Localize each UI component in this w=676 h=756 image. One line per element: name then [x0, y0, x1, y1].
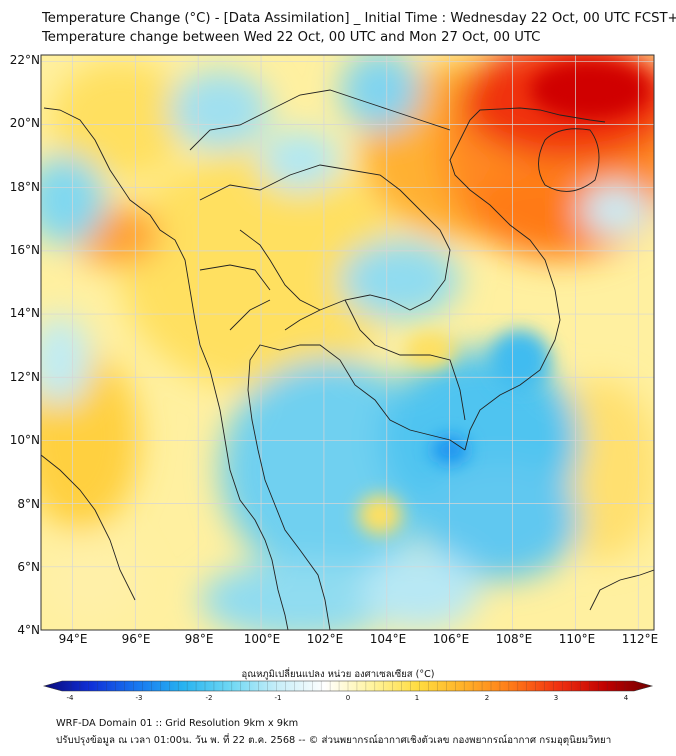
lat-label: 4°N — [17, 623, 40, 637]
lat-label: 10°N — [9, 433, 40, 447]
colorbar-tick-label: 1 — [414, 694, 420, 702]
lon-label: 96°E — [121, 632, 151, 646]
lat-label: 6°N — [17, 560, 40, 574]
colorbar-tick-label: 2 — [484, 694, 490, 702]
lon-label: 100°E — [243, 632, 281, 646]
lat-label: 12°N — [9, 370, 40, 384]
colorbar-tick-label: 4 — [623, 694, 629, 702]
lat-label: 18°N — [9, 180, 40, 194]
colorbar-tick-label: -1 — [274, 694, 282, 702]
title-line-1: Temperature Change (°C) - [Data Assimila… — [42, 11, 676, 26]
colorbar-tick-label: -3 — [135, 694, 143, 702]
colorbar-tick-label: -4 — [66, 694, 74, 702]
lat-label: 22°N — [9, 53, 40, 67]
lat-label: 14°N — [9, 306, 40, 320]
lon-label: 108°E — [495, 632, 533, 646]
lon-label: 110°E — [558, 632, 596, 646]
footer-model-info: WRF-DA Domain 01 :: Grid Resolution 9km … — [56, 718, 299, 729]
lon-label: 98°E — [184, 632, 214, 646]
lon-label: 94°E — [58, 632, 88, 646]
colorbar-tick-label: 0 — [345, 694, 351, 702]
colorbar-tick-label: 3 — [553, 694, 559, 702]
footer-update-info: ปรับปรุงข้อมูล ณ เวลา 01:00น. วัน พ. ที่… — [56, 735, 612, 746]
lat-label: 8°N — [17, 497, 40, 511]
lat-label: 20°N — [9, 116, 40, 130]
colorbar-title: อุณหภูมิเปลี่ยนแปลง หน่วย องศาเซลเซียส (… — [241, 669, 435, 680]
colorbar — [42, 680, 654, 692]
lon-label: 102°E — [306, 632, 344, 646]
coastlines — [41, 89, 654, 630]
lat-label: 16°N — [9, 243, 40, 257]
title-line-2: Temperature change between Wed 22 Oct, 0… — [42, 30, 541, 45]
lon-label: 104°E — [369, 632, 407, 646]
map-frame — [40, 54, 655, 631]
map-gridlines — [41, 55, 654, 631]
lon-label: 112°E — [621, 632, 659, 646]
colorbar-tick-label: -2 — [205, 694, 213, 702]
lon-label: 106°E — [432, 632, 470, 646]
